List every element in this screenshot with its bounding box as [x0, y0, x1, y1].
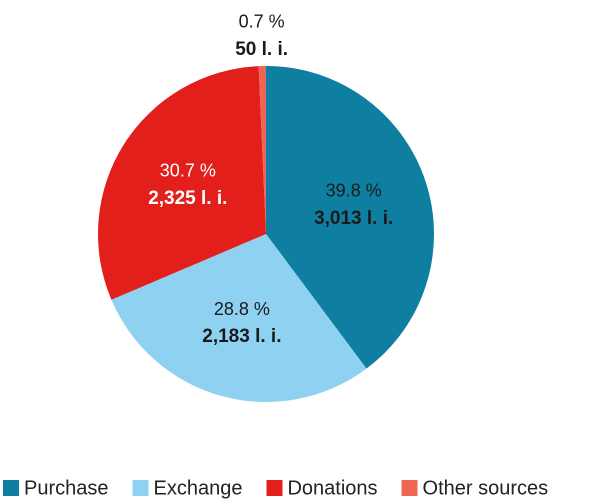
legend-swatch [401, 480, 418, 496]
slice-percent-label: 28.8 % [214, 299, 270, 319]
slice-percent-label: 39.8 % [326, 181, 382, 201]
legend-swatch [3, 480, 19, 496]
pie-slice [258, 66, 266, 234]
pie-slice [266, 66, 435, 369]
pie-slice [98, 66, 266, 300]
legend-label: Exchange [154, 477, 243, 499]
slice-count-label: 50 l. i. [235, 39, 288, 60]
legend-label: Purchase [24, 477, 109, 499]
slice-percent-label: 30.7 % [160, 160, 216, 180]
legend-swatch [132, 480, 149, 496]
slice-count-label: 3,013 l. i. [314, 208, 393, 229]
legend-swatch [266, 480, 283, 496]
slice-count-label: 2,183 l. i. [202, 326, 281, 347]
legend-label: Donations [287, 477, 377, 499]
legend-label: Other sources [423, 477, 549, 499]
slice-percent-label: 0.7 % [239, 12, 285, 32]
pie-slice [111, 234, 367, 403]
slice-count-label: 2,325 l. i. [148, 188, 227, 209]
